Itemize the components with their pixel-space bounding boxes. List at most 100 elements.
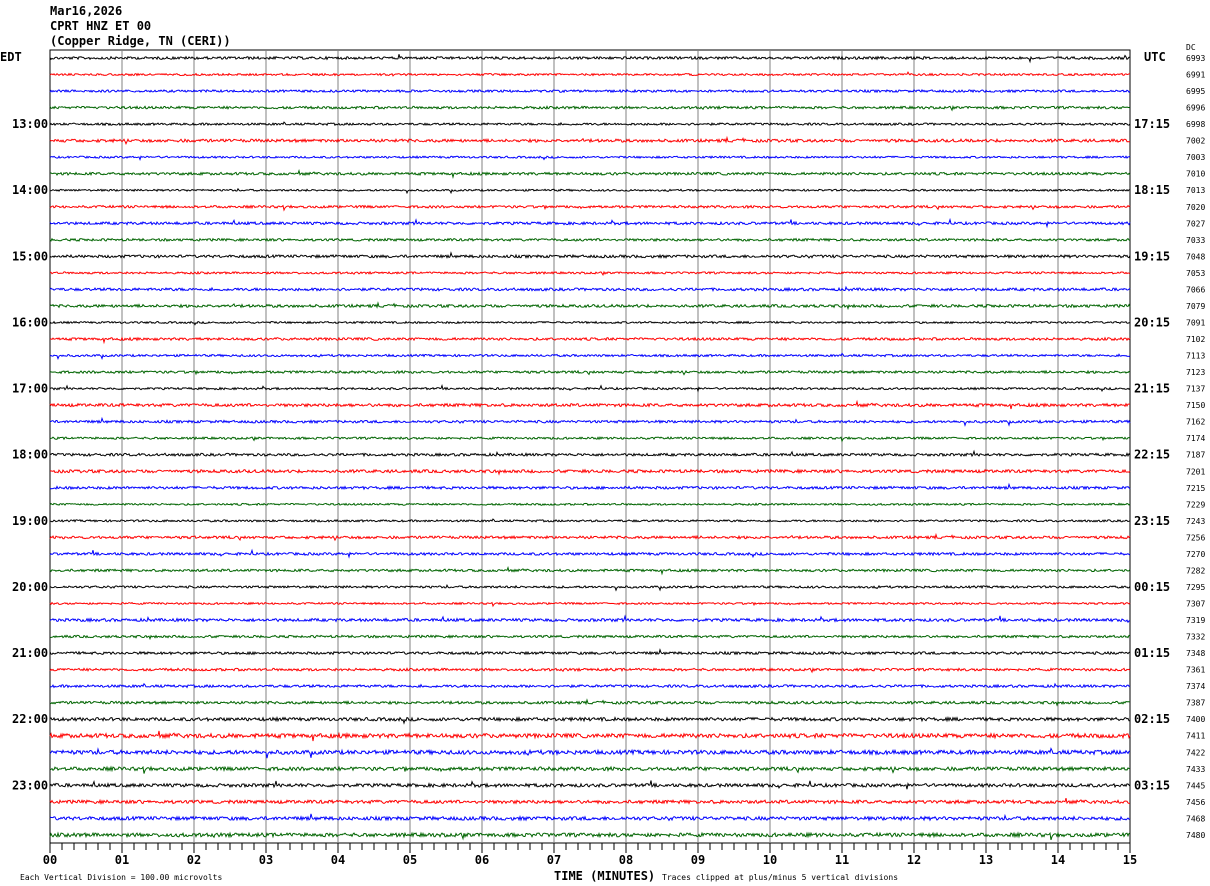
dc-value: 7053 bbox=[1186, 269, 1205, 278]
trace-line bbox=[49, 468, 1131, 476]
right-timezone: UTC bbox=[1144, 50, 1166, 64]
trace-line bbox=[49, 399, 1131, 410]
trace-line bbox=[49, 71, 1131, 77]
trace-line bbox=[49, 780, 1131, 790]
trace-line bbox=[49, 548, 1131, 559]
left-hour-label: 19:00 bbox=[12, 514, 48, 528]
x-tick-label: 15 bbox=[1123, 853, 1137, 867]
trace-line bbox=[49, 518, 1131, 523]
dc-value: 7295 bbox=[1186, 583, 1205, 592]
dc-value: 7422 bbox=[1186, 748, 1205, 757]
plot-frame bbox=[49, 49, 1131, 844]
trace-line bbox=[49, 204, 1131, 212]
trace-line bbox=[49, 648, 1131, 656]
trace-line bbox=[49, 135, 1131, 145]
trace-line bbox=[49, 532, 1131, 542]
right-hour-label: 01:15 bbox=[1134, 646, 1170, 660]
trace-line bbox=[49, 634, 1131, 641]
trace-line bbox=[49, 320, 1131, 326]
dc-value: 7400 bbox=[1186, 715, 1205, 724]
dc-value: 7079 bbox=[1186, 302, 1205, 311]
dc-value: 7256 bbox=[1186, 533, 1205, 542]
dc-value: 7187 bbox=[1186, 451, 1205, 460]
x-tick-label: 09 bbox=[691, 853, 705, 867]
dc-value: 7137 bbox=[1186, 385, 1205, 394]
dc-value: 7091 bbox=[1186, 318, 1205, 327]
dc-value: 7411 bbox=[1186, 732, 1205, 741]
trace-line bbox=[49, 436, 1131, 443]
dc-value: 7162 bbox=[1186, 418, 1205, 427]
dc-value: 7348 bbox=[1186, 649, 1205, 658]
dc-value: 7433 bbox=[1186, 765, 1205, 774]
trace-line bbox=[49, 831, 1131, 841]
trace-line bbox=[49, 155, 1131, 161]
right-hour-label: 00:15 bbox=[1134, 580, 1170, 594]
left-hour-label: 13:00 bbox=[12, 117, 48, 131]
right-hour-label: 19:15 bbox=[1134, 249, 1170, 263]
location-label: (Copper Ridge, TN (CERI)) bbox=[50, 34, 231, 48]
dc-value: 7319 bbox=[1186, 616, 1205, 625]
trace-line bbox=[49, 682, 1131, 689]
dc-value: 6998 bbox=[1186, 120, 1205, 129]
right-hour-label: 02:15 bbox=[1134, 712, 1170, 726]
right-hour-label: 21:15 bbox=[1134, 382, 1170, 396]
dc-value: 7150 bbox=[1186, 401, 1205, 410]
dc-value: 7387 bbox=[1186, 699, 1205, 708]
dc-value: 7013 bbox=[1186, 186, 1205, 195]
right-hour-label: 03:15 bbox=[1134, 778, 1170, 792]
left-hour-label: 21:00 bbox=[12, 646, 48, 660]
right-hour-label: 20:15 bbox=[1134, 315, 1170, 329]
left-timezone: EDT bbox=[0, 50, 22, 64]
trace-line bbox=[49, 369, 1131, 376]
trace-line bbox=[49, 482, 1131, 491]
dc-value: 7066 bbox=[1186, 285, 1205, 294]
x-tick-label: 00 bbox=[43, 853, 57, 867]
right-hour-label: 18:15 bbox=[1134, 183, 1170, 197]
x-tick-label: 05 bbox=[403, 853, 417, 867]
left-hour-label: 20:00 bbox=[12, 580, 48, 594]
left-hour-label: 14:00 bbox=[12, 183, 48, 197]
trace-line bbox=[49, 797, 1131, 806]
x-tick-label: 08 bbox=[619, 853, 633, 867]
dc-value: 7282 bbox=[1186, 566, 1205, 575]
trace-line bbox=[49, 121, 1131, 127]
x-tick-label: 07 bbox=[547, 853, 561, 867]
dc-value: 7229 bbox=[1186, 500, 1205, 509]
dc-value: 6991 bbox=[1186, 71, 1205, 80]
dc-value: 7480 bbox=[1186, 831, 1205, 840]
dc-value: 7243 bbox=[1186, 517, 1205, 526]
dc-value: 7003 bbox=[1186, 153, 1205, 162]
trace-line bbox=[49, 285, 1131, 293]
trace-line bbox=[49, 352, 1131, 360]
x-tick-label: 11 bbox=[835, 853, 849, 867]
x-axis-label: TIME (MINUTES) bbox=[554, 869, 655, 883]
x-tick-label: 14 bbox=[1051, 853, 1065, 867]
dc-value: 7307 bbox=[1186, 599, 1205, 608]
trace-line bbox=[49, 565, 1131, 576]
dc-value: 6996 bbox=[1186, 104, 1205, 113]
dc-value: 7102 bbox=[1186, 335, 1205, 344]
dc-value: 7332 bbox=[1186, 633, 1205, 642]
trace-line bbox=[49, 336, 1131, 345]
trace-line bbox=[49, 698, 1131, 707]
trace-line bbox=[49, 217, 1131, 229]
dc-value: 6995 bbox=[1186, 87, 1205, 96]
dc-value: 7020 bbox=[1186, 203, 1205, 212]
station-label: CPRT HNZ ET 00 bbox=[50, 19, 152, 33]
x-tick-label: 13 bbox=[979, 853, 993, 867]
scale-note: Each Vertical Division = 100.00 microvol… bbox=[20, 873, 222, 882]
x-tick-label: 12 bbox=[907, 853, 921, 867]
right-hour-label: 23:15 bbox=[1134, 514, 1170, 528]
trace-line bbox=[49, 747, 1131, 759]
trace-line bbox=[49, 449, 1131, 458]
trace-line bbox=[49, 270, 1131, 277]
x-tick-label: 01 bbox=[115, 853, 129, 867]
right-hour-label: 22:15 bbox=[1134, 448, 1170, 462]
trace-line bbox=[49, 667, 1131, 674]
clip-note: Traces clipped at plus/minus 5 vertical … bbox=[662, 873, 898, 882]
dc-value: 7445 bbox=[1186, 781, 1205, 790]
dc-value: 7374 bbox=[1186, 682, 1205, 691]
trace-line bbox=[50, 416, 1131, 427]
dc-value: 7123 bbox=[1186, 368, 1205, 377]
trace-line bbox=[49, 730, 1131, 742]
